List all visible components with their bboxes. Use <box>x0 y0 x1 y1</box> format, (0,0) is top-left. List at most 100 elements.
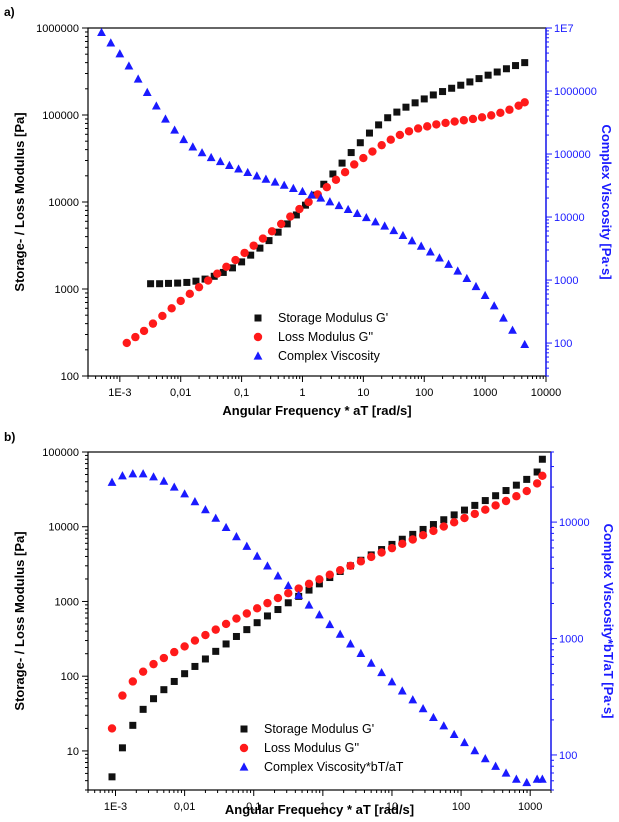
data-point <box>387 677 397 686</box>
data-point <box>335 566 345 575</box>
data-point <box>338 159 346 167</box>
data-point <box>253 619 261 627</box>
data-point <box>439 721 449 730</box>
data-point <box>389 225 399 235</box>
data-point <box>487 111 496 120</box>
chart-panel-a: a) 1E-3 0,01 0,1 1 10 100 1000 10000 100 1000 10000… <box>4 5 614 418</box>
data-point <box>460 737 469 747</box>
data-point <box>365 129 373 137</box>
legend-marker <box>239 762 249 771</box>
data-point <box>243 167 253 177</box>
data-point <box>228 264 236 272</box>
data-point <box>435 253 444 262</box>
y-tick-label: 1000 <box>55 596 79 608</box>
data-point <box>158 311 167 321</box>
data-point <box>273 593 283 603</box>
data-point <box>325 570 334 579</box>
x-tick-label: 1000 <box>473 387 497 399</box>
data-point <box>387 543 397 553</box>
data-point <box>398 230 408 240</box>
data-point <box>320 180 328 188</box>
data-point <box>167 304 176 313</box>
data-point <box>346 639 355 648</box>
data-point <box>502 487 510 495</box>
series-circle <box>107 471 547 733</box>
y-tick-label: 100000 <box>42 110 79 122</box>
legend-label: Loss Modulus G'' <box>278 330 373 344</box>
data-point <box>402 103 410 111</box>
data-point <box>325 619 335 629</box>
data-point <box>532 479 542 488</box>
data-point <box>165 279 172 287</box>
data-point <box>274 228 282 236</box>
data-point <box>283 580 293 590</box>
data-point <box>288 183 298 192</box>
data-point <box>284 589 293 598</box>
data-point <box>368 147 377 156</box>
data-point <box>505 105 514 114</box>
data-point <box>340 168 350 177</box>
x-tick-label: 100 <box>415 387 433 399</box>
data-point <box>222 640 230 648</box>
data-point <box>181 670 189 678</box>
data-point <box>179 134 189 144</box>
x-tick-label: 1E-3 <box>108 387 131 399</box>
y2-tick-label: 1000000 <box>554 86 597 98</box>
data-point <box>371 217 380 226</box>
data-point <box>151 101 161 110</box>
data-point <box>234 164 243 173</box>
data-point <box>512 492 521 501</box>
data-point <box>366 658 376 667</box>
data-point <box>301 201 309 209</box>
data-point <box>213 269 222 278</box>
data-point <box>416 241 426 250</box>
legend-entry: Storage Modulus G' <box>254 311 388 325</box>
data-point <box>492 492 500 500</box>
data-point <box>322 182 332 192</box>
data-point <box>190 496 200 506</box>
data-point <box>418 704 428 713</box>
data-point <box>384 114 392 122</box>
data-point <box>286 212 295 221</box>
data-point <box>206 152 216 162</box>
data-point <box>457 81 465 89</box>
data-point <box>441 118 450 128</box>
data-point <box>449 518 459 527</box>
data-point <box>429 91 437 99</box>
x-axis-title: Angular Frequency * aT [rad/s] <box>222 403 411 418</box>
data-point <box>276 219 286 229</box>
data-point <box>470 509 480 519</box>
data-point <box>480 290 490 300</box>
data-point <box>512 62 520 70</box>
y-tick-label: 100 <box>61 671 79 683</box>
data-point <box>294 590 304 599</box>
y-tick-label: 10000 <box>48 522 79 534</box>
data-point <box>521 59 529 67</box>
data-point <box>475 75 483 83</box>
data-point <box>252 551 262 560</box>
data-point <box>398 535 406 543</box>
data-point <box>367 552 376 562</box>
data-point <box>222 262 231 271</box>
data-point <box>304 600 314 609</box>
data-point <box>493 68 501 76</box>
data-point <box>315 580 323 588</box>
series-circle <box>122 98 529 348</box>
data-point <box>176 296 185 306</box>
data-point <box>221 619 231 629</box>
data-point <box>440 516 448 524</box>
data-point <box>180 489 190 498</box>
data-point <box>284 599 292 607</box>
data-point <box>538 471 547 481</box>
data-point <box>133 74 143 83</box>
data-point <box>386 135 395 144</box>
panel-label: a) <box>4 5 15 19</box>
data-point <box>481 505 490 514</box>
data-point <box>263 561 272 570</box>
data-point <box>129 721 137 729</box>
data-point <box>124 61 134 70</box>
data-point <box>249 241 258 250</box>
data-point <box>190 636 200 645</box>
y-tick-label: 1000000 <box>36 23 79 35</box>
